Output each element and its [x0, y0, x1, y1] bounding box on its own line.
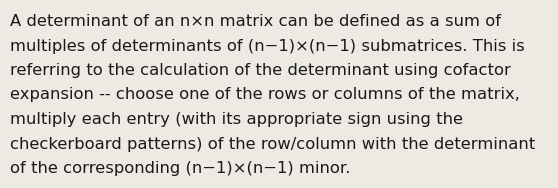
Text: multiply each entry (with its appropriate sign using the: multiply each entry (with its appropriat…: [10, 112, 463, 127]
Text: checkerboard patterns) of the row/column with the determinant: checkerboard patterns) of the row/column…: [10, 136, 535, 152]
Text: referring to the calculation of the determinant using cofactor: referring to the calculation of the dete…: [10, 63, 511, 78]
Text: of the corresponding (n−1)×(n−1) minor.: of the corresponding (n−1)×(n−1) minor.: [10, 161, 350, 176]
Text: A determinant of an n×n matrix can be defined as a sum of: A determinant of an n×n matrix can be de…: [10, 14, 501, 29]
Text: expansion -- choose one of the rows or columns of the matrix,: expansion -- choose one of the rows or c…: [10, 87, 520, 102]
Text: multiples of determinants of (n−1)×(n−1) submatrices. This is: multiples of determinants of (n−1)×(n−1)…: [10, 39, 525, 54]
